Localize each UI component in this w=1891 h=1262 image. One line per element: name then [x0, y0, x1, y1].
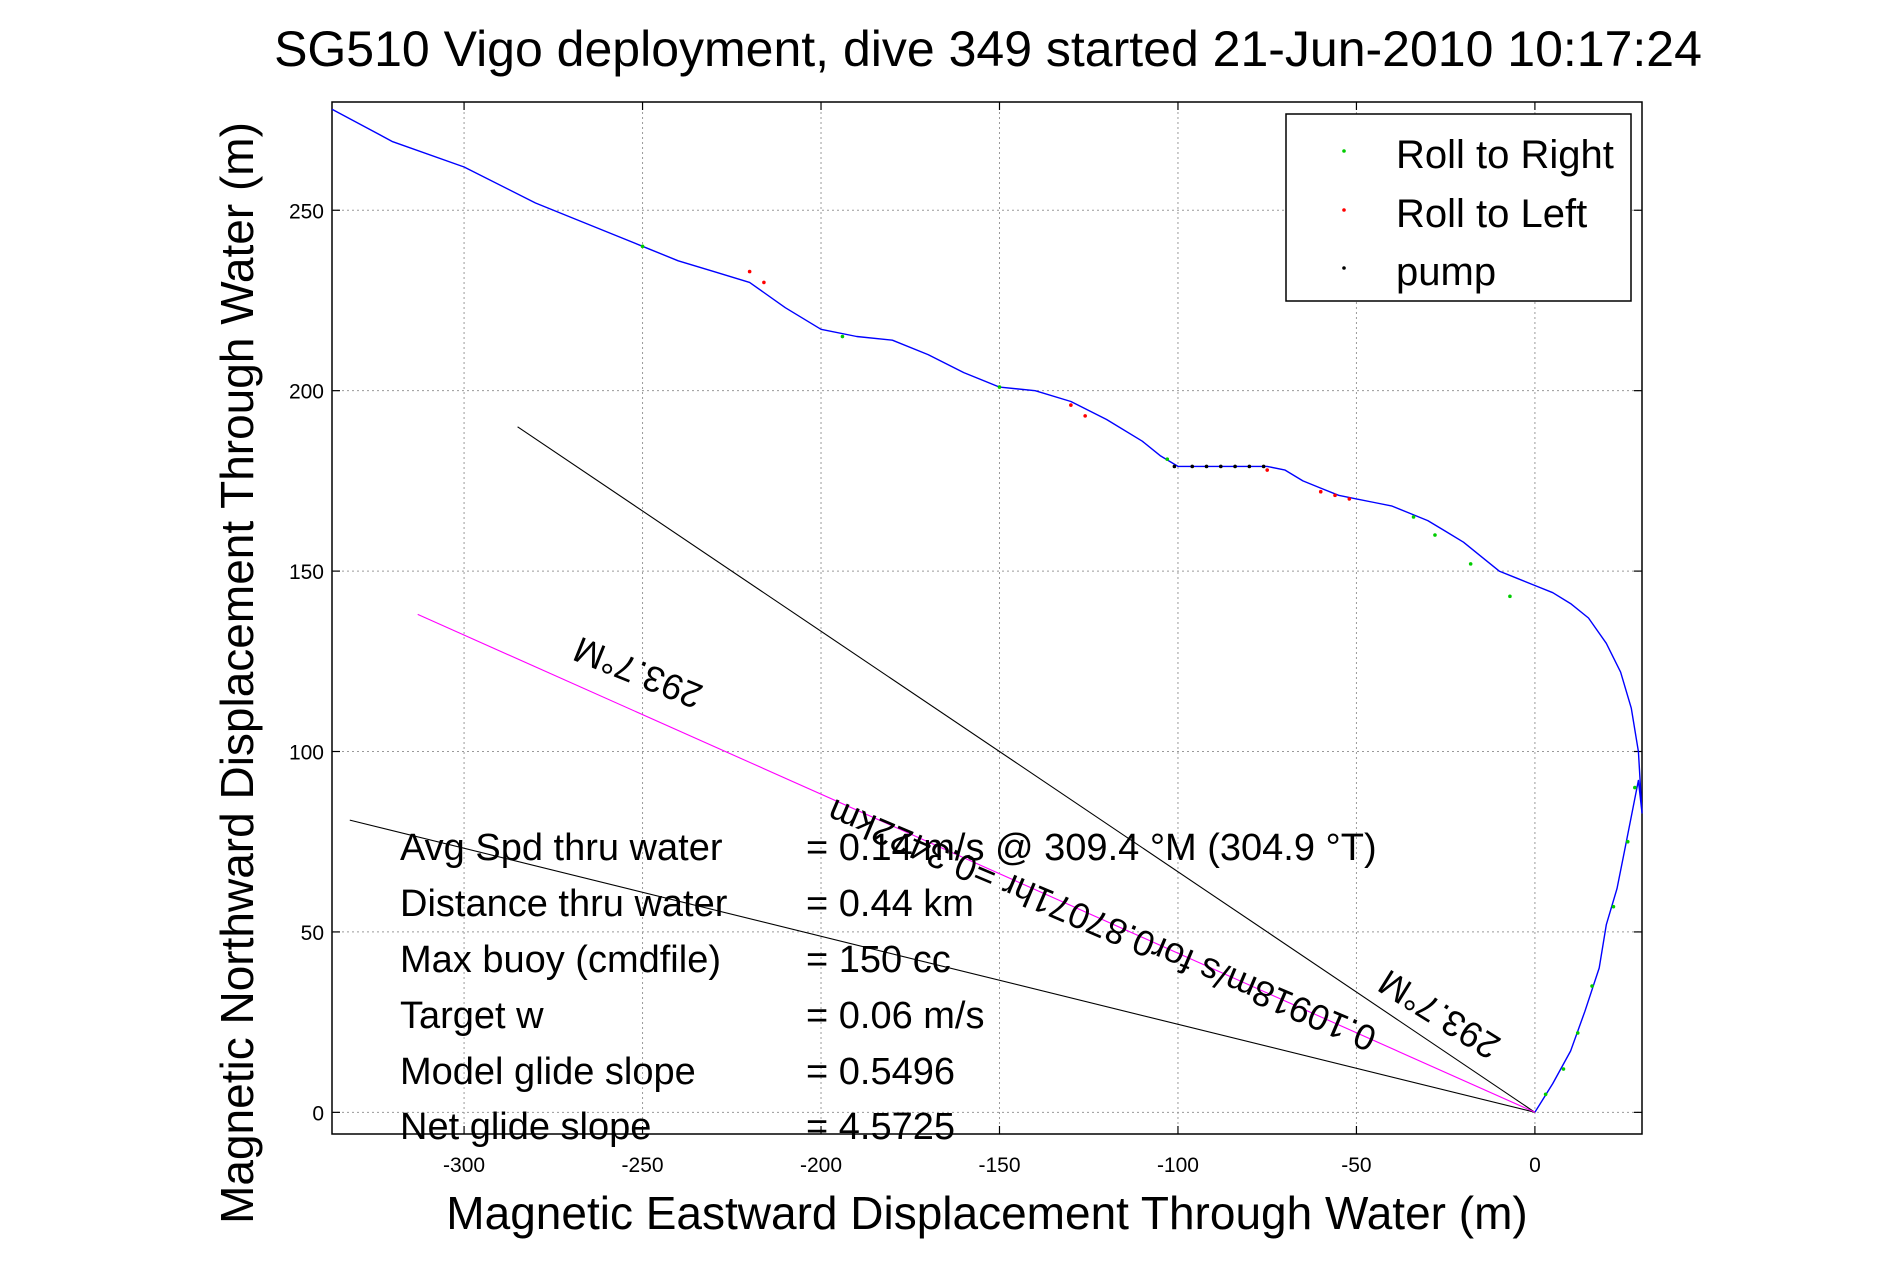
- x-axis-ticks: -300 -250 -200 -150 -100 -50 0: [443, 102, 1541, 1177]
- roll-left-marker: [1318, 489, 1323, 494]
- x-tick-label: -150: [978, 1154, 1020, 1177]
- stat-label: Model glide slope: [400, 1051, 696, 1093]
- pump-marker: [1219, 464, 1223, 469]
- x-tick-label: 0: [1529, 1154, 1541, 1177]
- roll-right-marker: [997, 385, 1002, 389]
- x-tick-label: -250: [622, 1154, 664, 1177]
- roll-left-marker: [1347, 497, 1352, 501]
- roll-right-marker: [1575, 1031, 1580, 1035]
- roll-left-marker: [747, 269, 752, 274]
- roll-right-marker: [640, 244, 645, 249]
- x-tick-label: -100: [1157, 1154, 1199, 1177]
- heading-line: [517, 426, 1536, 1113]
- heading-line: [349, 819, 1536, 1113]
- stat-label: Distance thru water: [400, 883, 728, 925]
- stat-value: = 4.5725: [806, 1106, 955, 1148]
- legend-label-roll-right: Roll to Right: [1396, 133, 1614, 177]
- glider-track-line: [331, 108, 1643, 1113]
- roll-right-marker: [1411, 515, 1416, 519]
- legend-marker-pump: [1342, 266, 1346, 270]
- legend-box: [1285, 113, 1632, 302]
- y-tick-label: 50: [301, 922, 324, 945]
- roll-right-marker: [1508, 594, 1512, 599]
- legend-marker-roll-right: [1342, 149, 1346, 153]
- legend-label-pump: pump: [1396, 250, 1496, 294]
- stat-label: Avg Spd thru water: [400, 827, 723, 869]
- marker-layer: [640, 244, 1637, 1097]
- stat-value: = 150 cc: [806, 939, 951, 981]
- roll-left-marker: [762, 280, 766, 285]
- x-tick-label: -200: [800, 1154, 842, 1177]
- y-axis-ticks: 0 50 100 150 200 250: [289, 200, 1642, 1125]
- roll-left-marker: [1333, 493, 1337, 498]
- pump-marker: [1172, 464, 1177, 469]
- legend-label-roll-left: Roll to Left: [1396, 192, 1587, 236]
- y-tick-label: 250: [289, 200, 324, 223]
- pump-marker: [1233, 464, 1237, 469]
- y-tick-label: 200: [289, 381, 324, 404]
- legend-marker-roll-left: [1342, 208, 1346, 212]
- roll-left-marker: [1069, 403, 1073, 407]
- roll-right-marker: [1468, 562, 1473, 566]
- roll-right-marker: [1165, 457, 1170, 462]
- stat-label: Max buoy (cmdfile): [400, 939, 721, 981]
- stat-value: = 0.5496: [806, 1051, 955, 1093]
- roll-right-marker: [1433, 533, 1437, 537]
- y-axis-label: Magnetic Northward Displacement Through …: [211, 122, 263, 1224]
- roll-left-marker: [1265, 468, 1270, 472]
- y-tick-label: 100: [289, 742, 324, 765]
- x-axis-label: Magnetic Eastward Displacement Through W…: [446, 1187, 1527, 1239]
- roll-right-marker: [1633, 785, 1637, 790]
- roll-left-marker: [1083, 414, 1087, 418]
- x-tick-label: -50: [1341, 1154, 1371, 1177]
- stat-label: Net glide slope: [400, 1106, 651, 1148]
- legend: Roll to Right Roll to Left pump: [1285, 113, 1632, 302]
- roll-right-marker: [1561, 1067, 1566, 1071]
- stat-value: = 0.14 m/s @ 309.4 °M (304.9 °T): [806, 827, 1377, 869]
- roll-right-marker: [1590, 984, 1594, 988]
- stat-value: = 0.44 km: [806, 883, 974, 925]
- y-tick-label: 0: [312, 1102, 324, 1125]
- stat-label: Target w: [400, 995, 544, 1037]
- roll-right-marker: [1611, 904, 1616, 909]
- x-tick-label: -300: [443, 1154, 485, 1177]
- series-layer: [331, 108, 1643, 1113]
- pump-marker: [1247, 464, 1252, 469]
- heading-line: [417, 613, 1536, 1113]
- chart-title: SG510 Vigo deployment, dive 349 started …: [274, 21, 1702, 77]
- pump-marker: [1261, 464, 1266, 469]
- roll-right-marker: [840, 334, 845, 339]
- stats-block: Avg Spd thru water = 0.14 m/s @ 309.4 °M…: [400, 827, 1377, 1148]
- stat-value: = 0.06 m/s: [806, 995, 984, 1037]
- pump-marker: [1190, 464, 1195, 469]
- grid: [332, 102, 1642, 1134]
- pump-marker: [1204, 464, 1209, 469]
- roll-right-marker: [1625, 839, 1630, 844]
- y-tick-label: 150: [289, 561, 324, 584]
- roll-right-marker: [1543, 1092, 1548, 1097]
